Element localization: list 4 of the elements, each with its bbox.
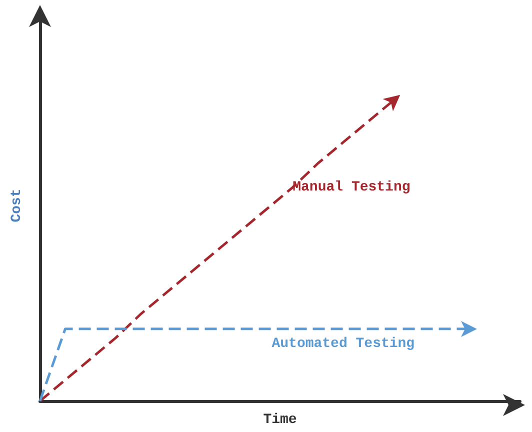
x-axis-title: Time bbox=[263, 412, 297, 428]
y-axis-title: Cost bbox=[9, 188, 25, 222]
series-label: Manual Testing bbox=[292, 179, 410, 196]
series-label: Automated Testing bbox=[272, 336, 415, 352]
